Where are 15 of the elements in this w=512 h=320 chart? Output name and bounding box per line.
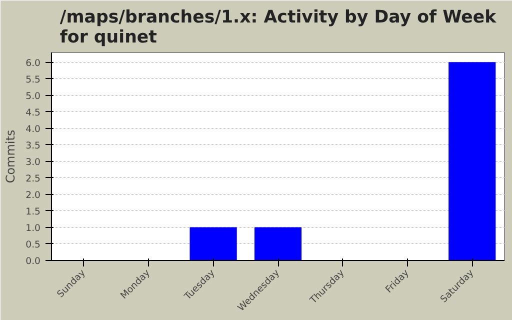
y-tick-label: 4.5 bbox=[26, 107, 41, 118]
y-tick-label: 1.5 bbox=[26, 206, 41, 218]
y-tick-label: 2.0 bbox=[26, 190, 41, 201]
y-tick-label: 4.0 bbox=[26, 124, 41, 135]
y-tick-label: 0.5 bbox=[26, 239, 41, 250]
y-tick-label: 1.0 bbox=[26, 222, 41, 234]
chart-title: /maps/branches/1.x: Activity by Day of Week for quinet bbox=[60, 8, 497, 48]
y-tick-label: 5.0 bbox=[26, 90, 41, 102]
y-tick-label: 3.0 bbox=[26, 156, 41, 168]
y-axis-title: Commits bbox=[4, 130, 18, 184]
y-tick-label: 5.5 bbox=[26, 74, 41, 86]
y-tick-label: 2.5 bbox=[26, 173, 41, 184]
y-tick-label: 0.0 bbox=[26, 256, 41, 267]
y-tick-label: 6.0 bbox=[26, 58, 41, 69]
y-tick-label: 3.5 bbox=[26, 140, 41, 152]
